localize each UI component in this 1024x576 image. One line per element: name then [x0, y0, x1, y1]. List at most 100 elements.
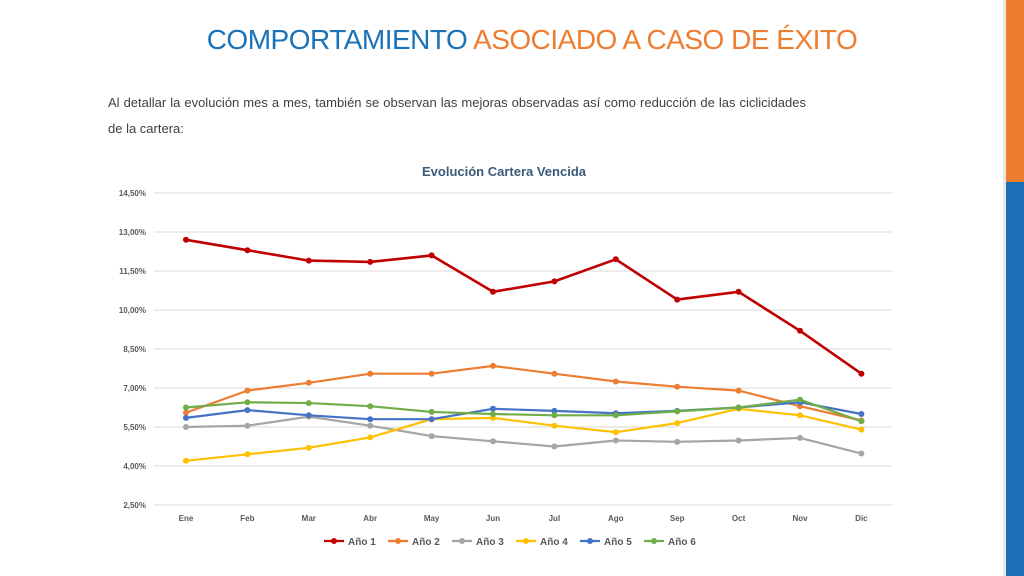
x-tick-label: Abr: [363, 514, 377, 523]
data-point: [797, 396, 803, 403]
data-point: [490, 438, 496, 445]
data-point: [858, 450, 865, 457]
chart-legend: Año 1 Año 2 Año 3 Año 4 Año 5 Año 6: [324, 537, 696, 548]
slide-title-part2: ASOCIADO A CASO DE ÉXITO: [473, 24, 858, 55]
sidebar-accent: [1006, 0, 1024, 576]
sidebar-accent-orange: [1006, 0, 1024, 182]
data-point: [612, 378, 619, 385]
line-chart: Evolución Cartera Vencida 2,50% 4,00% 5,50…: [119, 164, 892, 548]
series-line: [185, 415, 862, 455]
y-tick-label: 13,00%: [119, 228, 146, 237]
x-tick-label: Mar: [302, 514, 316, 523]
data-point: [490, 405, 496, 412]
data-point: [428, 433, 435, 440]
data-point: [612, 412, 619, 419]
data-point: [183, 409, 189, 416]
data-point: [183, 414, 189, 421]
x-tick-label: Jun: [486, 514, 500, 523]
legend-label: Año 3: [476, 537, 504, 548]
series-line: [185, 407, 862, 462]
chart-y-axis-labels: 2,50% 4,00% 5,50% 7,00% 8,50% 10,00% 11,50% 13,…: [119, 189, 146, 510]
data-point: [490, 288, 496, 295]
data-point: [367, 403, 374, 410]
data-point: [490, 411, 496, 417]
data-point: [244, 451, 251, 458]
legend-label: Año 2: [412, 537, 440, 548]
legend-item: Año 3: [452, 537, 504, 548]
data-point: [551, 370, 558, 377]
y-tick-label: 5,50%: [123, 423, 146, 432]
data-point: [183, 424, 189, 430]
x-tick-label: Nov: [792, 514, 808, 523]
chart-series-lines: [183, 236, 865, 464]
chart-title: Evolución Cartera Vencida: [422, 164, 587, 179]
series-line: [185, 364, 862, 422]
data-point: [858, 418, 865, 425]
x-tick-label: Sep: [670, 514, 685, 523]
data-point: [797, 412, 803, 419]
series-line: [185, 398, 862, 423]
slide-title-part1: COMPORTAMIENTO: [206, 24, 468, 55]
y-tick-label: 8,50%: [123, 345, 146, 354]
data-point: [858, 370, 865, 377]
sidebar-edge: [1003, 0, 1006, 576]
data-point: [183, 236, 189, 243]
data-point: [244, 422, 251, 429]
legend-label: Año 6: [668, 537, 696, 548]
y-tick-label: 10,00%: [119, 306, 146, 315]
legend-marker: [395, 538, 401, 544]
legend-marker: [587, 538, 593, 544]
x-tick-label: Ago: [608, 514, 624, 523]
slide-title: COMPORTAMIENTO ASOCIADO A CASO DE ÉXITO: [0, 24, 1024, 56]
x-tick-label: Feb: [240, 514, 254, 523]
legend-item: Año 4: [516, 537, 568, 548]
series-6: [183, 396, 865, 425]
data-point: [674, 383, 681, 390]
data-point: [428, 416, 435, 423]
data-point: [367, 434, 374, 441]
data-point: [244, 407, 251, 414]
data-point: [367, 258, 374, 265]
chart-x-axis-labels: Ene Feb Mar Abr May Jun Jul Ago Sep Oct Nov Dic: [179, 514, 869, 523]
data-point: [797, 327, 803, 334]
intro-paragraph: Al detallar la evolución mes a mes, tamb…: [108, 95, 806, 136]
data-point: [244, 247, 251, 254]
y-tick-label: 4,00%: [123, 462, 146, 471]
data-point: [305, 400, 312, 407]
data-point: [858, 411, 865, 417]
legend-marker: [331, 538, 337, 544]
legend-label: Año 1: [348, 537, 376, 548]
data-point: [183, 404, 189, 411]
legend-marker: [523, 538, 529, 544]
legend-item: Año 2: [388, 537, 440, 548]
data-point: [612, 429, 619, 436]
legend-label: Año 5: [604, 537, 632, 548]
sidebar-accent-blue: [1006, 182, 1024, 576]
legend-item: Año 5: [580, 537, 632, 548]
legend-item: Año 1: [324, 537, 376, 548]
data-point: [244, 387, 251, 394]
legend-marker: [651, 538, 657, 544]
series-3: [183, 413, 865, 457]
series-line: [185, 238, 863, 375]
data-point: [551, 412, 558, 419]
data-point: [367, 370, 374, 377]
data-point: [428, 408, 435, 415]
data-point: [183, 457, 189, 464]
chart-gridlines: [154, 192, 892, 506]
data-point: [551, 278, 558, 285]
data-point: [674, 296, 681, 303]
data-point: [674, 438, 681, 445]
data-point: [305, 444, 312, 451]
x-tick-label: Dic: [855, 514, 868, 523]
data-point: [428, 370, 435, 377]
data-point: [244, 399, 251, 406]
data-point: [551, 443, 558, 450]
data-point: [305, 412, 312, 419]
data-point: [305, 379, 312, 386]
y-tick-label: 2,50%: [123, 501, 146, 510]
y-tick-label: 14,50%: [119, 189, 146, 198]
series-1: [183, 236, 865, 377]
data-point: [735, 437, 742, 444]
x-tick-label: Jul: [549, 514, 561, 523]
